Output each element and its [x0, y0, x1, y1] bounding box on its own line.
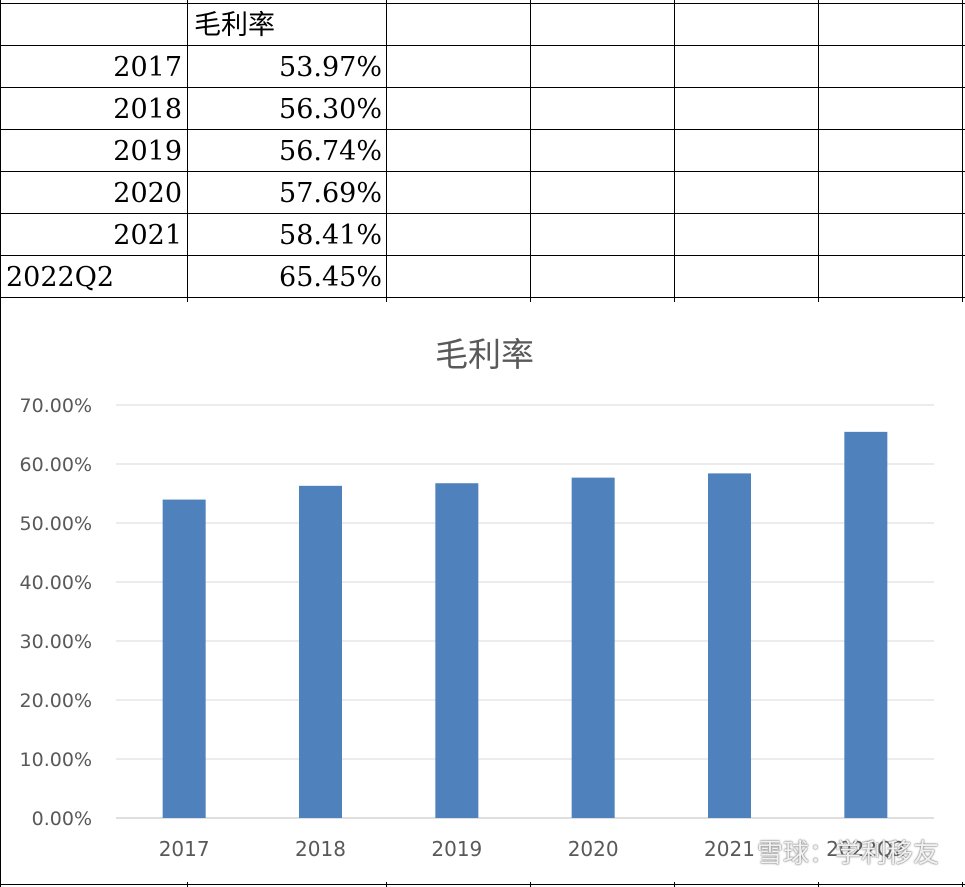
- grid-hline: [0, 45, 965, 46]
- grid-hline: [0, 87, 965, 88]
- table-year-cell[interactable]: 2021: [113, 220, 182, 251]
- y-tick-label: 60.00%: [20, 454, 92, 476]
- table-year-cell[interactable]: 2017: [113, 52, 182, 83]
- y-tick-label: 40.00%: [20, 572, 92, 594]
- x-tick-label: 2018: [295, 837, 346, 861]
- bar-2022Q2[interactable]: [844, 431, 888, 818]
- bar-2019[interactable]: [435, 483, 479, 818]
- y-tick-label: 10.00%: [20, 749, 92, 771]
- chart-title: 毛利率: [435, 335, 534, 374]
- table-year-cell[interactable]: 2020: [113, 178, 182, 209]
- x-tick-label: 2019: [431, 837, 482, 861]
- bar-2020[interactable]: [571, 477, 615, 818]
- y-tick-label: 0.00%: [32, 808, 92, 830]
- bar-chart[interactable]: 毛利率 0.00% 10.00% 20.00% 30.00% 40.00% 50.00% 6…: [4, 302, 965, 882]
- table-value-cell[interactable]: 65.45%: [279, 262, 382, 293]
- y-tick-label: 20.00%: [20, 690, 92, 712]
- x-tick-label: 2021: [704, 837, 755, 861]
- table-value-cell[interactable]: 57.69%: [279, 178, 382, 209]
- bar-2018[interactable]: [299, 485, 342, 818]
- bar-2021[interactable]: [708, 473, 751, 818]
- grid-hline: [0, 129, 965, 130]
- grid-hline: [0, 255, 965, 256]
- table-value-cell[interactable]: 53.97%: [279, 52, 382, 83]
- grid-hline: [0, 297, 965, 298]
- table-value-cell[interactable]: 58.41%: [279, 220, 382, 251]
- chart-plot: 0.00% 10.00% 20.00% 30.00% 40.00% 50.00% 60.00…: [20, 395, 934, 861]
- table-year-cell[interactable]: 2018: [113, 94, 182, 125]
- x-tick-label: 2017: [159, 837, 210, 861]
- table-year-cell[interactable]: 2022Q2: [6, 262, 115, 293]
- grid-hline: [0, 213, 965, 214]
- table-header-cell[interactable]: 毛利率: [194, 10, 275, 41]
- grid-hline: [0, 3, 965, 4]
- watermark: 雪球：学利移友: [756, 839, 939, 869]
- x-tick-label: 2020: [568, 837, 619, 861]
- grid-hline: [0, 884, 965, 885]
- table-value-cell[interactable]: 56.74%: [279, 136, 382, 167]
- y-tick-label: 30.00%: [20, 631, 92, 653]
- bar-2017[interactable]: [162, 499, 206, 818]
- table-year-cell[interactable]: 2019: [113, 136, 182, 167]
- y-tick-label: 50.00%: [20, 513, 92, 535]
- x-tick-label: 2022Q2: [826, 837, 905, 861]
- table-value-cell[interactable]: 56.30%: [279, 94, 382, 125]
- y-tick-label: 70.00%: [20, 395, 92, 417]
- grid-vline: [0, 0, 1, 887]
- grid-hline: [0, 171, 965, 172]
